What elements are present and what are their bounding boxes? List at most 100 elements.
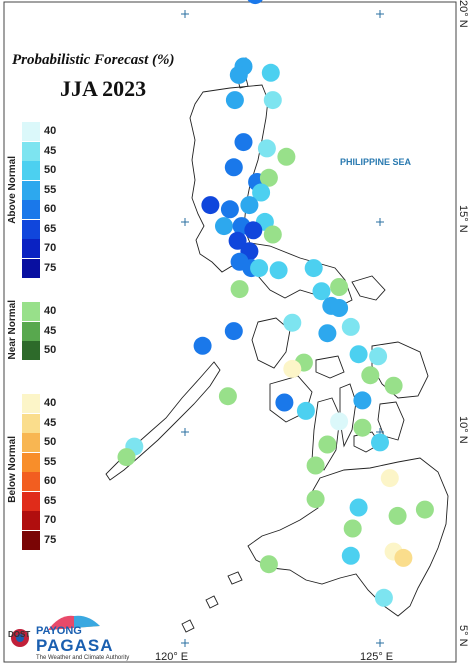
legend-swatch (22, 239, 40, 258)
legend-level-label: 45 (44, 144, 57, 157)
legend-swatch (22, 452, 40, 472)
station-marker (247, 0, 263, 5)
station-marker (201, 196, 220, 215)
station-marker (361, 366, 380, 385)
station-marker (341, 317, 360, 336)
legend-group-above-normal: Above Normal (7, 156, 18, 224)
lat-label-20: 20° N (457, 0, 469, 28)
station-marker (229, 65, 248, 84)
station-marker (369, 347, 388, 366)
legend-group-near-normal: Near Normal (7, 300, 18, 360)
station-marker (263, 91, 282, 110)
station-marker (218, 387, 237, 406)
legend-level-label: 65 (44, 494, 57, 507)
station-marker (252, 183, 271, 202)
legend-swatch (22, 413, 40, 433)
legend-swatch (22, 180, 40, 200)
legend-level-label: 60 (44, 203, 57, 215)
station-marker (330, 299, 349, 317)
logo-tagline: The Weather and Climate Authority (36, 655, 130, 661)
legend-swatch (22, 321, 40, 341)
station-marker (353, 418, 372, 437)
station-marker (240, 196, 259, 215)
station-marker (349, 345, 368, 364)
station-marker (277, 147, 296, 166)
station-marker (384, 376, 403, 395)
lon-label-120: 120° E (155, 651, 189, 663)
station-marker (259, 555, 278, 574)
station-marker (275, 393, 294, 412)
legend-level-label: 45 (44, 416, 57, 429)
legend-level-label: 60 (44, 475, 57, 487)
legend-level-label: 45 (44, 324, 57, 337)
station-marker (224, 322, 243, 341)
station-marker (263, 225, 282, 244)
legend-swatch (22, 200, 40, 219)
station-marker (343, 519, 362, 538)
station-marker (374, 588, 393, 607)
legend-group-below-normal: Below Normal (7, 436, 18, 503)
station-marker (306, 456, 325, 475)
legend-swatch (22, 341, 40, 360)
station-marker (230, 280, 249, 299)
legend-swatch (22, 122, 40, 141)
umbrella-icon (11, 615, 100, 648)
legend-swatch (22, 302, 40, 321)
logo-payong-text: PAYONG (36, 625, 82, 637)
legend-swatch (22, 141, 40, 161)
station-marker (234, 133, 253, 152)
station-marker (215, 217, 233, 236)
legend-swatch (22, 511, 40, 530)
legend-swatch (22, 258, 40, 278)
station-marker (318, 435, 337, 454)
map-title: Probabilistic Forecast (%) (12, 52, 175, 68)
legend-level-label: 50 (44, 436, 57, 448)
lon-label-125: 125° E (360, 651, 394, 663)
station-marker (306, 490, 325, 509)
legend-level-label: 50 (44, 164, 57, 176)
legend-level-label: 75 (44, 533, 57, 546)
legend-swatch (22, 530, 40, 550)
legend-level-label: 70 (44, 242, 57, 254)
logo-dost-text: DOST (8, 630, 31, 639)
legend-level-label: 55 (44, 455, 57, 468)
station-marker (283, 359, 302, 378)
legend-swatch (22, 219, 40, 239)
station-markers (117, 0, 434, 607)
lat-label-15: 15° N (457, 205, 469, 233)
station-marker (296, 401, 315, 420)
station-marker (269, 261, 288, 280)
station-marker (304, 259, 323, 278)
station-marker (371, 433, 389, 452)
legend-level-label: 40 (44, 125, 57, 137)
station-marker (394, 548, 413, 567)
station-marker (353, 391, 372, 410)
station-marker (244, 221, 263, 240)
map-frame (3, 1, 457, 663)
station-marker (380, 469, 399, 488)
pagasa-logo: DOST PAYONG PAGASA The Weather and Clima… (8, 608, 148, 666)
station-marker (117, 448, 136, 467)
station-marker (330, 412, 349, 431)
legend-level-label: 75 (44, 261, 57, 274)
logo-pagasa-text: PAGASA (36, 636, 114, 655)
station-marker (193, 336, 212, 355)
legend-swatch (22, 472, 40, 491)
station-marker (330, 278, 349, 296)
station-marker (259, 168, 278, 187)
station-marker (318, 324, 337, 343)
season-label: JJA 2023 (60, 76, 147, 101)
station-marker (283, 313, 302, 332)
station-marker (250, 259, 269, 278)
station-marker (225, 91, 244, 110)
station-marker (220, 200, 239, 219)
station-marker (341, 546, 360, 565)
lat-label-10: 10° N (457, 416, 469, 444)
legend-level-label: 40 (44, 305, 57, 317)
station-marker (257, 139, 276, 158)
legend-swatch (22, 161, 40, 180)
station-marker (261, 63, 280, 82)
station-marker (312, 282, 331, 301)
